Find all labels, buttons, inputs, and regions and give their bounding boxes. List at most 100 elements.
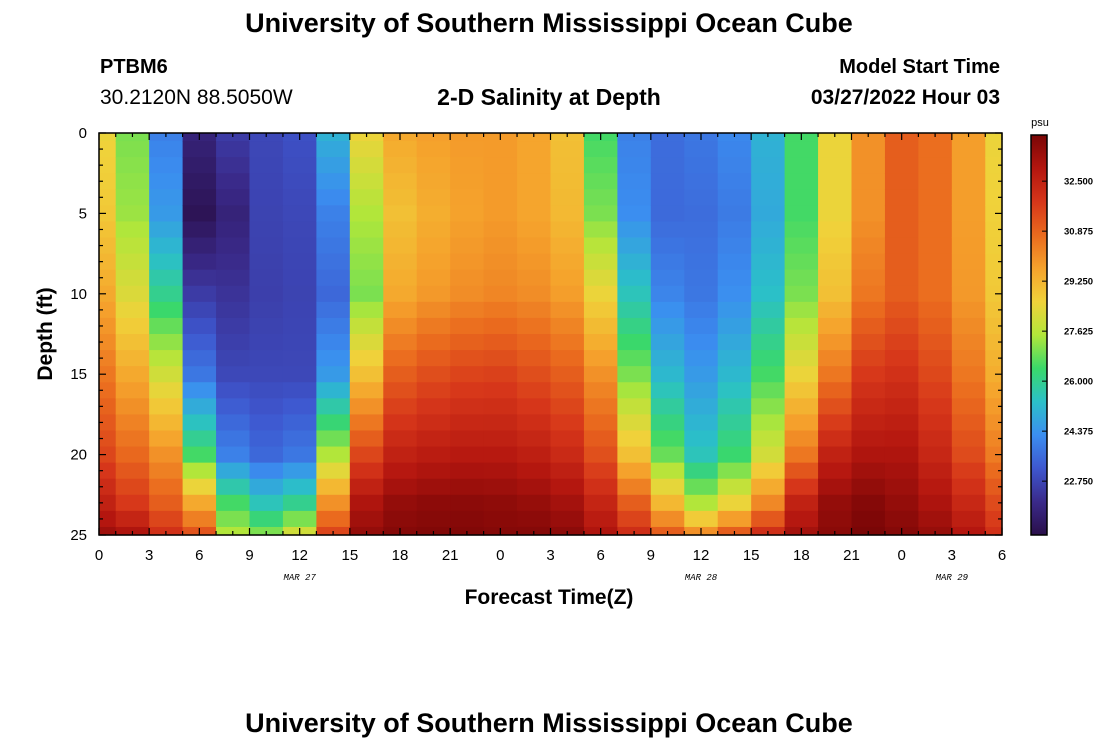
heatmap-cell [784, 478, 819, 496]
heatmap-cell [216, 478, 251, 496]
heatmap-cell [784, 430, 819, 448]
heatmap-cell [517, 366, 552, 383]
heatmap-cell [149, 350, 184, 367]
heatmap-cell [884, 494, 919, 512]
heatmap-cell [517, 382, 552, 399]
heatmap-cell [818, 430, 853, 448]
heatmap-cell [650, 398, 685, 415]
heatmap-cell [951, 462, 986, 480]
heatmap-cell [99, 301, 117, 319]
heatmap-cell [784, 189, 819, 206]
heatmap-cell [751, 494, 786, 512]
heatmap-cell [751, 366, 786, 383]
heatmap-cell [884, 510, 919, 528]
heatmap-cell [951, 173, 986, 190]
colorbar-ticks: 32.500 30.875 29.250 27.625 26.000 24.375 22.7… [1042, 177, 1094, 488]
heatmap-cell [717, 237, 752, 255]
x-tick-label: 6 [195, 547, 203, 564]
heatmap-cell [450, 205, 485, 223]
heatmap-cell [818, 301, 853, 319]
heatmap-cell [583, 189, 618, 206]
heatmap-cell [450, 301, 485, 319]
heatmap-cell [985, 462, 1003, 480]
heatmap-cell [650, 446, 685, 464]
heatmap-cell [115, 269, 150, 287]
heatmap-cell [182, 221, 217, 239]
heatmap-cell [182, 205, 217, 223]
heatmap-cell [149, 317, 184, 335]
heatmap-cell [818, 133, 853, 142]
heatmap-cell [617, 237, 652, 255]
heatmap-cell [517, 205, 552, 223]
heatmap-cell [550, 253, 585, 271]
heatmap-cell [149, 430, 184, 448]
heatmap-cell [550, 478, 585, 496]
heatmap-cell [650, 510, 685, 528]
heatmap-cell [115, 133, 150, 142]
heatmap-cell [818, 350, 853, 367]
heatmap-cell [717, 366, 752, 383]
heatmap-cell [684, 382, 719, 399]
heatmap-cell [583, 173, 618, 190]
heatmap-cell [349, 478, 384, 496]
heatmap-cell [182, 334, 217, 351]
heatmap-cell [751, 510, 786, 528]
heatmap-cell [985, 510, 1003, 528]
heatmap-cell [684, 430, 719, 448]
heatmap-cell [383, 430, 418, 448]
heatmap-cell [717, 205, 752, 223]
heatmap-cell [149, 173, 184, 190]
heatmap-cell [483, 382, 518, 399]
heatmap-cell [517, 157, 552, 174]
heatmap-cell [149, 398, 184, 415]
heatmap-cell [583, 269, 618, 287]
heatmap-cell [149, 382, 184, 399]
heatmap-cell [383, 398, 418, 415]
colorbar-tick-label: 22.750 [1064, 477, 1093, 488]
heatmap-cell [216, 350, 251, 367]
heatmap-cell [851, 382, 886, 399]
heatmap-cell [450, 414, 485, 432]
heatmap-cell [985, 334, 1003, 351]
heatmap-cell [216, 157, 251, 174]
heatmap-cell [282, 285, 317, 303]
heatmap-cell [751, 446, 786, 464]
heatmap-cell [383, 462, 418, 480]
heatmap-cell [99, 494, 117, 512]
heatmap-cell [650, 133, 685, 142]
heatmap-cell [249, 510, 284, 528]
heatmap-cell [249, 462, 284, 480]
heatmap-cell [818, 317, 853, 335]
heatmap-cell [818, 334, 853, 351]
heatmap-cell [751, 221, 786, 239]
heatmap-cell [517, 350, 552, 367]
heatmap-cell [951, 221, 986, 239]
heatmap-cell [182, 237, 217, 255]
heatmap-cell [550, 446, 585, 464]
heatmap-cell [216, 398, 251, 415]
heatmap-cell [249, 173, 284, 190]
heatmap-cell [383, 317, 418, 335]
heatmap-cell [985, 301, 1003, 319]
heatmap-cell [182, 478, 217, 496]
heatmap-cell [149, 157, 184, 174]
heatmap-cell [818, 398, 853, 415]
heatmap-cell [115, 157, 150, 174]
heatmap-cell [985, 237, 1003, 255]
heatmap-cell [784, 237, 819, 255]
heatmap-cell [751, 430, 786, 448]
heatmap-cell [751, 141, 786, 158]
heatmap-cell [717, 462, 752, 480]
heatmap-cell [851, 205, 886, 223]
heatmap-cell [282, 382, 317, 399]
heatmap-cell [316, 237, 351, 255]
heatmap-cell [751, 382, 786, 399]
heatmap-cell [517, 141, 552, 158]
heatmap-cell [717, 398, 752, 415]
heatmap-cell [751, 269, 786, 287]
heatmap-cell [182, 301, 217, 319]
heatmap-cell [985, 446, 1003, 464]
x-tick-label: 6 [998, 547, 1006, 564]
heatmap-cell [985, 141, 1003, 158]
heatmap-cell [617, 285, 652, 303]
